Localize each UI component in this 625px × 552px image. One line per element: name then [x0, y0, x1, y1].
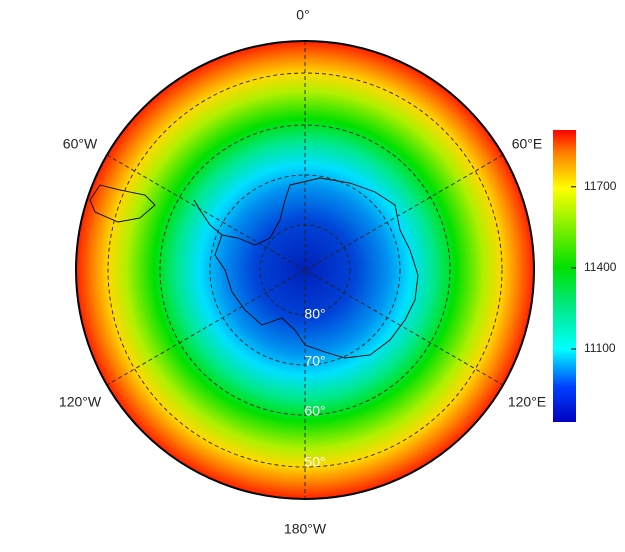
- longitude-label: 60°E: [512, 136, 543, 152]
- graticule: [106, 41, 504, 499]
- south-america: [89, 184, 156, 223]
- longitude-label: 60°W: [63, 136, 98, 152]
- field: [75, 40, 535, 500]
- colorbar-tick-label: 11100: [584, 341, 616, 355]
- longitude-label: 120°E: [508, 394, 546, 410]
- longitude-label: 180°W: [284, 521, 327, 537]
- latitude-label: 70°: [304, 353, 325, 369]
- colorbar: [553, 130, 576, 422]
- latitude-label: 60°: [304, 403, 325, 419]
- latitude-label: 80°: [304, 306, 325, 322]
- latitude-label: 50°: [304, 454, 325, 470]
- longitude-label: 0°: [296, 7, 309, 23]
- colorbar-tick-label: 11700: [584, 179, 617, 193]
- longitude-label: 120°W: [59, 394, 102, 410]
- colorbar-tick-label: 11400: [584, 260, 617, 274]
- peninsula: [193, 199, 223, 236]
